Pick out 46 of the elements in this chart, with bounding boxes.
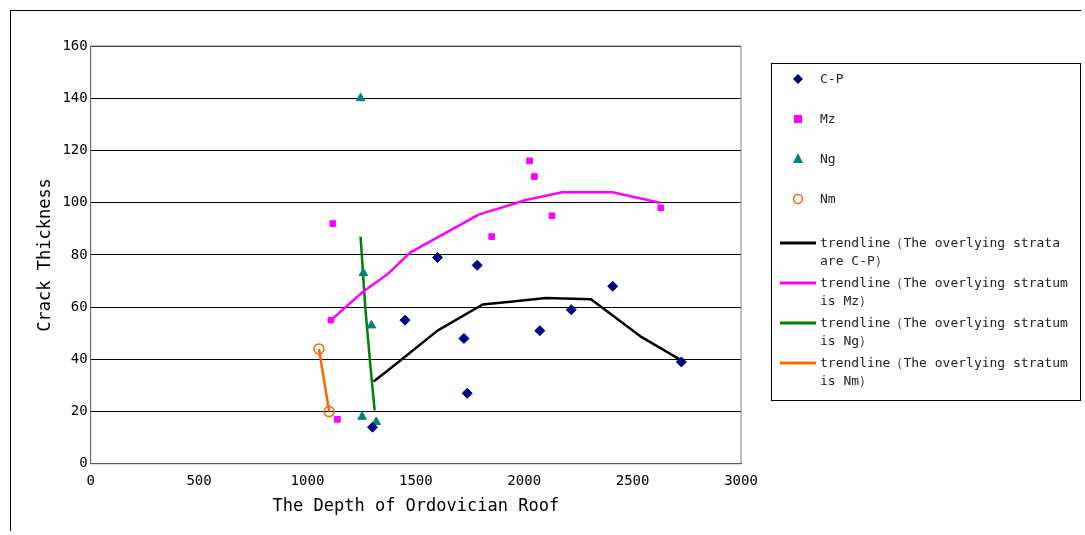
y-axis-title: Crack Thickness bbox=[33, 178, 54, 332]
x-tick-label: 2500 bbox=[615, 471, 650, 488]
point bbox=[675, 356, 687, 368]
y-tick-label: 160 bbox=[62, 36, 88, 53]
point bbox=[471, 259, 483, 271]
y-tick-label: 60 bbox=[70, 297, 88, 314]
x-tick-label: 3000 bbox=[724, 471, 758, 488]
legend-label: Nm bbox=[820, 190, 836, 208]
point bbox=[461, 387, 473, 399]
point bbox=[366, 319, 377, 329]
x-tick-label: 500 bbox=[186, 471, 212, 488]
legend-label: Mz bbox=[820, 110, 836, 128]
point bbox=[458, 332, 470, 344]
y-tick-label: 120 bbox=[62, 141, 88, 158]
point bbox=[548, 212, 556, 220]
legend-label: C-P bbox=[820, 70, 844, 88]
y-tick-label: 80 bbox=[70, 245, 88, 262]
point bbox=[366, 421, 378, 433]
point bbox=[313, 343, 325, 355]
y-tick-label: 140 bbox=[62, 88, 88, 105]
point bbox=[355, 92, 366, 102]
point bbox=[327, 316, 335, 324]
point bbox=[357, 411, 367, 420]
point bbox=[657, 204, 665, 212]
legend-label: Ng bbox=[820, 150, 836, 168]
x-axis-title: The Depth of Ordovician Roof bbox=[272, 495, 560, 516]
point bbox=[607, 280, 619, 292]
point bbox=[323, 405, 335, 418]
point bbox=[334, 416, 341, 423]
point bbox=[358, 267, 369, 277]
x-tick-label: 1000 bbox=[290, 471, 325, 488]
point bbox=[488, 233, 496, 240]
point bbox=[526, 157, 533, 165]
x-tick-label: 2000 bbox=[507, 471, 542, 488]
y-tick-label: 20 bbox=[70, 402, 88, 419]
point bbox=[399, 314, 411, 326]
y-tick-label: 40 bbox=[70, 349, 88, 366]
point bbox=[531, 173, 538, 180]
y-tick-label: 0 bbox=[79, 454, 88, 471]
x-tick-label: 1500 bbox=[398, 471, 433, 488]
legend-label: trendline（The overlying stratum is Nm） bbox=[820, 354, 1069, 390]
point bbox=[329, 220, 337, 227]
point bbox=[534, 325, 546, 337]
point bbox=[565, 304, 577, 316]
point bbox=[432, 252, 444, 264]
y-tick-label: 100 bbox=[62, 193, 88, 210]
